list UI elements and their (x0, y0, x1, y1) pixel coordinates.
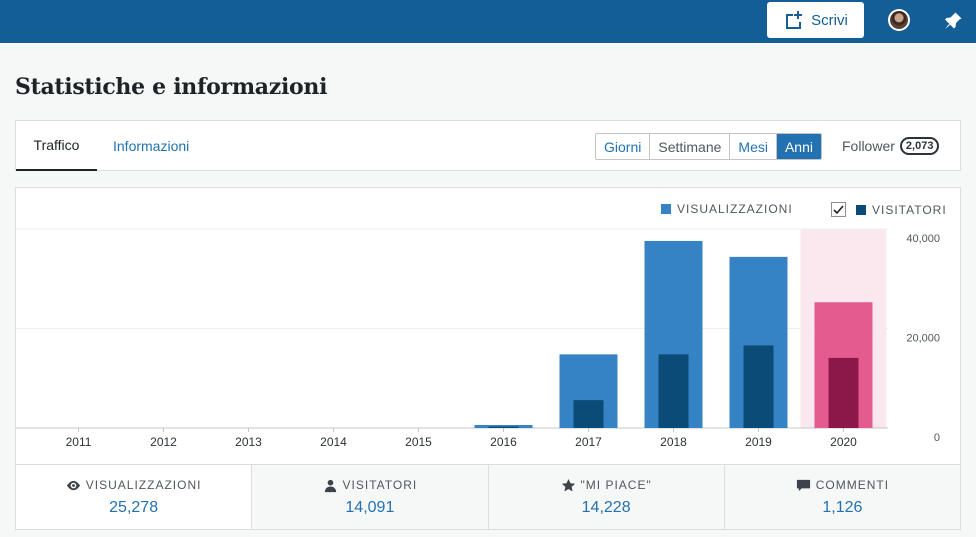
x-tick-label-2013: 2013 (235, 435, 262, 449)
comment-icon (796, 479, 810, 491)
page-title: Statistiche e informazioni (15, 74, 328, 100)
stat-views-label: VISUALIZZAZIONI (85, 478, 202, 492)
x-tick-label-2012: 2012 (150, 435, 177, 449)
stats-summary: VISUALIZZAZIONI 25,278 VISITATORI 14,091… (16, 464, 960, 529)
masterbar: Scrivi (0, 0, 976, 43)
tab-informazioni[interactable]: Informazioni (113, 138, 190, 154)
stat-visitors-label: VISITATORI (342, 478, 418, 492)
legend-visitors-label: VISITATORI (872, 202, 947, 217)
stat-likes[interactable]: "MI PIACE" 14,228 (487, 465, 724, 529)
period-months[interactable]: Mesi (730, 134, 777, 159)
follower-badge: 2,073 (899, 137, 940, 155)
period-years[interactable]: Anni (776, 134, 821, 159)
bar-visitors-2020 (828, 357, 859, 428)
y-tick-label: 0 (934, 432, 940, 444)
tab-traffico[interactable]: Traffico (16, 121, 97, 171)
x-tick-label-2017: 2017 (575, 435, 602, 449)
section-nav: Traffico Informazioni Giorni Settimane M… (15, 120, 961, 171)
period-days[interactable]: Giorni (596, 134, 651, 159)
visitors-checkbox[interactable] (831, 202, 846, 217)
new-post-icon (786, 11, 803, 29)
eye-icon (66, 480, 80, 490)
period-weeks[interactable]: Settimane (650, 134, 731, 159)
follower-label: Follower (842, 138, 895, 154)
y-tick-label: 40,000 (906, 233, 940, 245)
stat-views[interactable]: VISUALIZZAZIONI 25,278 (16, 465, 252, 529)
stat-visitors-value: 14,091 (345, 498, 395, 516)
bar-visitors-2017 (573, 400, 604, 428)
legend-views-swatch (661, 204, 671, 214)
avatar[interactable] (888, 9, 910, 31)
bar-visitors-2016 (488, 426, 519, 428)
stat-comments-value: 1,126 (822, 498, 863, 516)
y-tick-label: 20,000 (906, 333, 940, 345)
stat-likes-value: 14,228 (581, 498, 631, 516)
legend-views-label: VISUALIZZAZIONI (677, 202, 793, 216)
x-tick-label-2014: 2014 (320, 435, 347, 449)
legend-views: VISUALIZZAZIONI (661, 202, 793, 216)
bar-visitors-2019 (743, 345, 774, 428)
star-icon (561, 478, 575, 491)
notifications-bell-icon[interactable] (942, 10, 964, 32)
write-button-label: Scrivi (811, 11, 848, 29)
stat-views-value: 25,278 (109, 498, 159, 516)
stat-likes-label: "MI PIACE" (580, 478, 652, 492)
x-tick-label-2011: 2011 (66, 435, 92, 449)
period-selector: Giorni Settimane Mesi Anni (595, 133, 822, 160)
bar-visitors-2018 (658, 354, 689, 428)
person-icon (324, 479, 336, 492)
stat-visitors[interactable]: VISITATORI 14,091 (251, 465, 488, 529)
stat-comments[interactable]: COMMENTI 1,126 (723, 465, 960, 529)
write-button[interactable]: Scrivi (767, 2, 864, 38)
x-tick-label-2015: 2015 (405, 435, 432, 449)
legend-visitors-swatch (856, 204, 866, 215)
stat-comments-label: COMMENTI (815, 478, 890, 492)
stats-chart-card: VISUALIZZAZIONI VISITATORI 40,000 20,000 0… (15, 187, 961, 530)
x-tick-label-2019: 2019 (745, 435, 772, 449)
x-tick-label-2018: 2018 (660, 435, 687, 449)
x-tick-label-2016: 2016 (490, 435, 517, 449)
legend-visitors[interactable]: VISITATORI (831, 202, 947, 217)
follower-count[interactable]: Follower 2,073 (842, 137, 940, 155)
traffic-bar-chart: 40,000 20,000 0 2011 2012 2013 2014 2015 2016 201… (16, 228, 940, 449)
checkmark-icon (833, 205, 844, 215)
x-tick-label-2020: 2020 (830, 435, 857, 449)
